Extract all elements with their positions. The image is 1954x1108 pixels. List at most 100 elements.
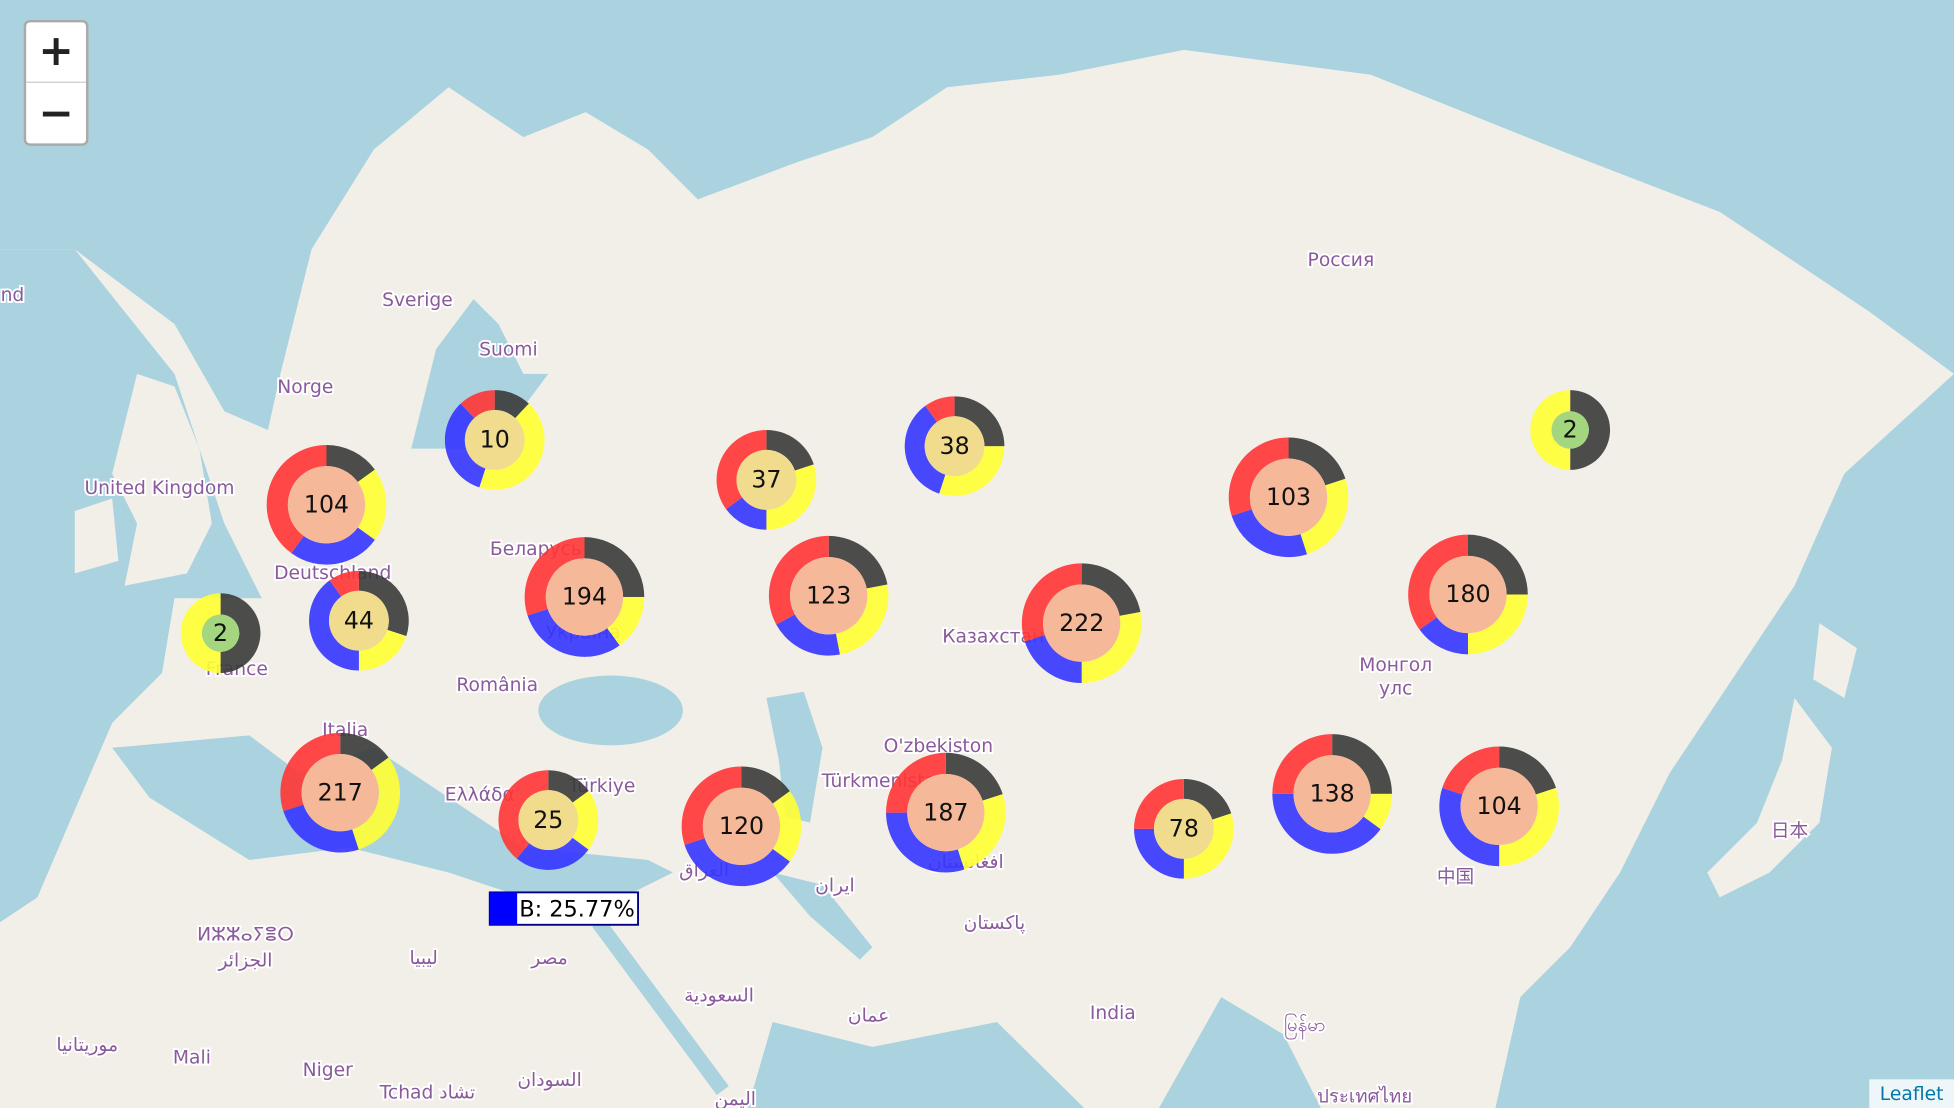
zoom-out-button[interactable]: − [38, 88, 73, 137]
donut-segment [1530, 390, 1571, 470]
donut-segment [498, 770, 549, 859]
donut-segment [835, 584, 889, 655]
donut-segment [957, 794, 1006, 870]
cluster-marker[interactable]: 37 [716, 429, 817, 530]
cluster-marker[interactable]: 38 [904, 396, 1005, 497]
place-label: India [1090, 1003, 1136, 1024]
cluster-count: 138 [1310, 780, 1355, 808]
sea [0, 0, 1954, 430]
donut-segment [283, 804, 359, 853]
donut-segment [945, 752, 1003, 801]
place-label: موريتانيا [56, 1035, 118, 1056]
donut-segment [768, 535, 829, 625]
cluster-marker[interactable]: 104 [1439, 746, 1559, 867]
cluster-marker[interactable]: 120 [681, 766, 802, 887]
sea [538, 675, 683, 746]
donut-segment [681, 766, 742, 845]
cluster-center [301, 754, 379, 832]
place-label: ليبيا [410, 948, 438, 969]
cluster-marker[interactable]: 222 [1021, 563, 1142, 683]
place-label: السعودية [684, 985, 754, 1006]
red-sea [592, 917, 729, 1096]
cluster-marker[interactable]: 103 [1228, 437, 1349, 558]
attribution-link[interactable]: Leaflet [1880, 1084, 1944, 1105]
cluster-center [1551, 411, 1589, 449]
tooltip-text: B: 25.77% [519, 896, 635, 922]
donut-segment [954, 396, 1005, 447]
zoom-in-button[interactable]: + [38, 26, 73, 75]
donut-segment [886, 812, 965, 873]
cluster-count: 38 [940, 432, 970, 460]
donut-segment [460, 390, 495, 419]
cluster-center [924, 416, 985, 477]
cluster-count: 2 [213, 619, 228, 647]
cluster-marker[interactable]: 25 [498, 770, 599, 870]
donut-segment [291, 527, 375, 565]
place-label: România [456, 675, 538, 696]
cluster-center [1293, 755, 1371, 833]
cluster-marker[interactable]: 2 [180, 593, 261, 674]
donut-segment [1439, 787, 1500, 867]
donut-segment [1288, 437, 1346, 486]
donut-segment [444, 403, 486, 488]
cluster-marker[interactable]: 78 [1134, 778, 1234, 879]
cluster-count: 10 [480, 426, 510, 454]
cluster-center [201, 614, 240, 652]
cluster-marker[interactable]: 138 [1272, 734, 1392, 854]
cluster-center [907, 773, 985, 852]
donut-segment [1183, 778, 1232, 820]
cluster-count: 104 [1477, 792, 1522, 820]
clusters: 104 10 37 38 2 103 194 123 222 180 2 44 217 25 120 187 7… [180, 390, 1611, 887]
cluster-marker[interactable]: 104 [266, 444, 387, 565]
cluster-count: 44 [344, 606, 374, 634]
donut-segment [548, 770, 589, 803]
cluster-marker[interactable]: 123 [768, 535, 889, 656]
place-label: Sverige [382, 290, 453, 311]
donut-segment [1021, 563, 1082, 642]
donut-segment [220, 593, 261, 674]
donut-segment [494, 390, 529, 419]
cluster-marker[interactable]: 187 [886, 752, 1006, 873]
donut-segment [266, 444, 327, 554]
cluster-marker[interactable]: 10 [444, 390, 545, 490]
donut-segment [766, 464, 817, 530]
donut-segment [1499, 746, 1557, 795]
cluster-marker[interactable]: 44 [309, 570, 409, 671]
attribution: Leaflet [1869, 1079, 1954, 1108]
place-label: ⵍⵣⵣⴰⵢⴻⵔ [197, 924, 294, 945]
cluster-marker[interactable]: 217 [280, 732, 401, 853]
donut-segment [1228, 437, 1289, 516]
cluster-center [1249, 458, 1328, 536]
donut-segment [1134, 778, 1184, 829]
cluster-count: 25 [533, 806, 563, 834]
donut-segment [1467, 594, 1528, 655]
donut-segment [1081, 563, 1141, 616]
cluster-center [518, 790, 579, 851]
donut-segment [1442, 746, 1500, 795]
place-label: Norge [277, 377, 333, 398]
donut-segment [766, 429, 814, 471]
place-label: مصر [530, 948, 568, 969]
cluster-marker[interactable]: 194 [524, 537, 645, 657]
donut-segment [828, 535, 888, 589]
place-label: پاکستان [964, 913, 1026, 934]
donut-segment [776, 614, 840, 656]
attribution-box [1869, 1079, 1954, 1108]
cluster-count: 2 [1563, 416, 1578, 444]
donut-segment [326, 444, 375, 483]
donut-segment [1499, 787, 1559, 867]
cluster-center [545, 558, 624, 636]
place-label: اليمن [714, 1089, 756, 1108]
donut-segment [479, 403, 545, 490]
cluster-marker[interactable]: 2 [1530, 390, 1611, 470]
place-label: улс [1379, 679, 1412, 700]
place-label: Niger [303, 1060, 354, 1081]
place-label: Россия [1308, 250, 1375, 271]
cluster-marker[interactable]: 180 [1408, 534, 1528, 655]
donut-segment [1134, 828, 1184, 879]
donut-segment [280, 732, 341, 812]
donut-segment [340, 732, 389, 770]
sea [1495, 373, 1954, 1108]
